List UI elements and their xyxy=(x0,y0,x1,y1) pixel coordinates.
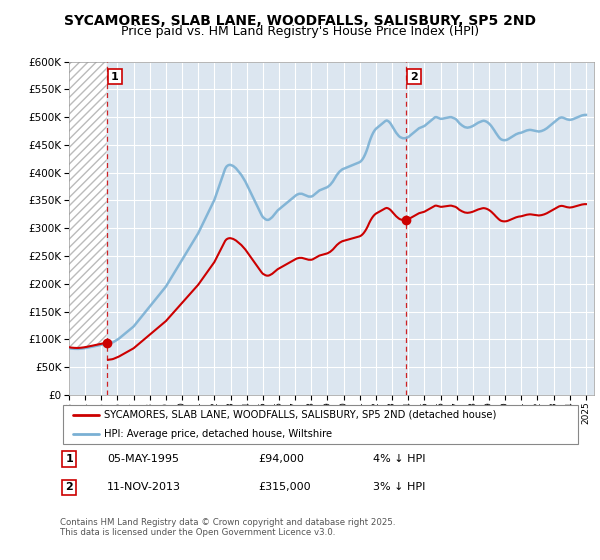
Text: 2: 2 xyxy=(410,72,418,82)
Text: Contains HM Land Registry data © Crown copyright and database right 2025.
This d: Contains HM Land Registry data © Crown c… xyxy=(60,518,395,538)
Text: £94,000: £94,000 xyxy=(259,454,304,464)
Text: 05-MAY-1995: 05-MAY-1995 xyxy=(107,454,179,464)
Text: SYCAMORES, SLAB LANE, WOODFALLS, SALISBURY, SP5 2ND (detached house): SYCAMORES, SLAB LANE, WOODFALLS, SALISBU… xyxy=(104,409,497,419)
FancyBboxPatch shape xyxy=(62,405,578,444)
Text: £315,000: £315,000 xyxy=(259,482,311,492)
Text: Price paid vs. HM Land Registry's House Price Index (HPI): Price paid vs. HM Land Registry's House … xyxy=(121,25,479,38)
Text: 2: 2 xyxy=(65,482,73,492)
Text: 1: 1 xyxy=(111,72,119,82)
Text: 4% ↓ HPI: 4% ↓ HPI xyxy=(373,454,426,464)
Text: 3% ↓ HPI: 3% ↓ HPI xyxy=(373,482,425,492)
Text: HPI: Average price, detached house, Wiltshire: HPI: Average price, detached house, Wilt… xyxy=(104,429,332,439)
Text: 11-NOV-2013: 11-NOV-2013 xyxy=(107,482,181,492)
Text: 1: 1 xyxy=(65,454,73,464)
Text: SYCAMORES, SLAB LANE, WOODFALLS, SALISBURY, SP5 2ND: SYCAMORES, SLAB LANE, WOODFALLS, SALISBU… xyxy=(64,14,536,28)
